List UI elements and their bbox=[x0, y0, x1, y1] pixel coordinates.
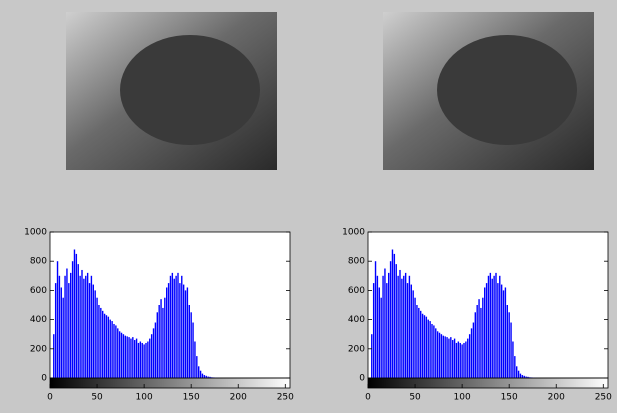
axes-frame bbox=[49, 231, 291, 379]
x-tick-label: 50 bbox=[91, 393, 103, 403]
x-tick-label: 150 bbox=[501, 393, 518, 403]
x-tick-label: 250 bbox=[595, 393, 612, 403]
y-tick-label: 1000 bbox=[342, 228, 365, 238]
y-tick-label: 1000 bbox=[24, 228, 47, 238]
axes-frame bbox=[367, 231, 609, 379]
y-tick-label: 200 bbox=[348, 344, 365, 354]
image-subject bbox=[120, 35, 260, 145]
x-tick-label: 250 bbox=[277, 393, 294, 403]
y-tick-label: 600 bbox=[30, 286, 47, 296]
y-tick-label: 0 bbox=[41, 374, 47, 384]
y-tick-label: 0 bbox=[359, 374, 365, 384]
y-tick-label: 600 bbox=[348, 286, 365, 296]
image-subject bbox=[437, 35, 577, 145]
x-tick-label: 100 bbox=[136, 393, 153, 403]
y-tick-label: 800 bbox=[348, 257, 365, 267]
x-tick-label: 0 bbox=[365, 393, 371, 403]
x-tick-label: 50 bbox=[409, 393, 421, 403]
x-tick-label: 150 bbox=[183, 393, 200, 403]
colorbar bbox=[49, 377, 291, 389]
colorbar bbox=[367, 377, 609, 389]
x-tick-label: 200 bbox=[548, 393, 565, 403]
x-tick-label: 100 bbox=[454, 393, 471, 403]
y-tick-label: 400 bbox=[30, 315, 47, 325]
y-tick-label: 200 bbox=[30, 344, 47, 354]
x-tick-label: 200 bbox=[230, 393, 247, 403]
x-tick-label: 0 bbox=[47, 393, 53, 403]
y-tick-label: 400 bbox=[348, 315, 365, 325]
y-tick-label: 800 bbox=[30, 257, 47, 267]
